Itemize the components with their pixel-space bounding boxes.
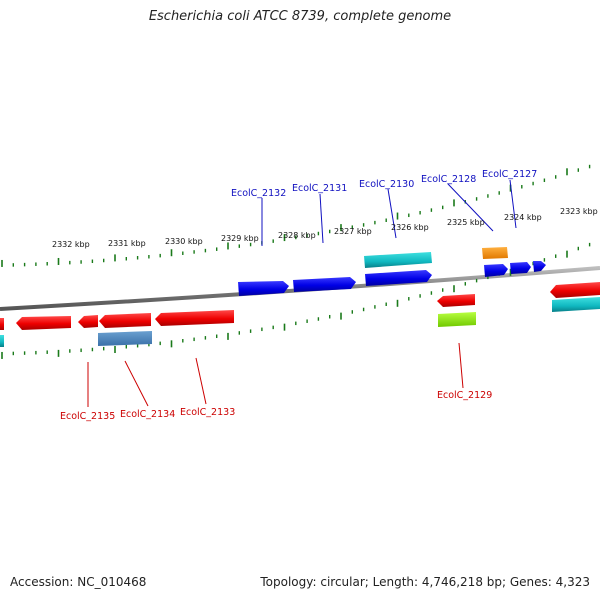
forward-genes	[238, 247, 546, 296]
gene-arrow[interactable]	[552, 297, 600, 312]
gene-label[interactable]: EcolC_2128	[421, 174, 476, 185]
gene-label[interactable]: EcolC_2134	[120, 409, 175, 420]
gene-arrow[interactable]	[155, 310, 234, 326]
scale-label: 2326 kbp	[391, 223, 429, 232]
scale-label: 2325 kbp	[447, 218, 485, 227]
forward-tick-track	[1, 164, 591, 267]
scale-label: 2327 kbp	[334, 227, 372, 236]
gene-arrow[interactable]	[510, 262, 531, 274]
gene-arrow[interactable]	[0, 335, 4, 347]
gene-labels: EcolC_2132 EcolC_2131 EcolC_2130 EcolC_2…	[60, 169, 537, 422]
gene-arrow[interactable]	[78, 315, 98, 328]
gene-arrow[interactable]	[16, 316, 71, 330]
genome-summary-text: Topology: circular; Length: 4,746,218 bp…	[260, 575, 590, 589]
gene-arrow[interactable]	[98, 331, 152, 346]
reverse-genes	[0, 282, 600, 347]
gene-arrow[interactable]	[482, 247, 508, 259]
accession-text: Accession: NC_010468	[10, 575, 147, 589]
scale-label: 2324 kbp	[504, 213, 542, 222]
gene-label[interactable]: EcolC_2127	[482, 169, 537, 180]
gene-label[interactable]: EcolC_2131	[292, 183, 347, 194]
gene-arrow[interactable]	[365, 270, 432, 286]
map-title: Escherichia coli ATCC 8739, complete gen…	[148, 9, 452, 24]
scale-label: 2331 kbp	[108, 239, 146, 248]
gene-label[interactable]: EcolC_2132	[231, 188, 286, 199]
gene-arrow[interactable]	[533, 261, 546, 272]
scale-label: 2329 kbp	[221, 234, 259, 243]
gene-label[interactable]: EcolC_2133	[180, 407, 235, 418]
gene-arrow[interactable]	[99, 313, 151, 328]
scale-label: 2332 kbp	[52, 240, 90, 249]
scale-label: 2328 kbp	[278, 231, 316, 240]
scale-labels: 2332 kbp 2331 kbp 2330 kbp 2329 kbp 2328…	[52, 207, 598, 249]
gene-arrow[interactable]	[293, 277, 356, 292]
gene-arrow[interactable]	[484, 264, 508, 277]
gene-arrow[interactable]	[550, 282, 600, 298]
reverse-tick-track	[1, 242, 591, 359]
gene-arrow[interactable]	[437, 294, 475, 307]
scale-label: 2323 kbp	[560, 207, 598, 216]
gene-label[interactable]: EcolC_2129	[437, 390, 492, 401]
gene-arrow[interactable]	[364, 252, 432, 268]
gene-arrow[interactable]	[238, 281, 289, 296]
gene-label[interactable]: EcolC_2135	[60, 411, 115, 422]
leader-lines	[87, 179, 517, 407]
gene-arrow[interactable]	[438, 312, 476, 327]
gene-arrow[interactable]	[0, 318, 4, 330]
gene-label[interactable]: EcolC_2130	[359, 179, 414, 190]
scale-label: 2330 kbp	[165, 237, 203, 246]
